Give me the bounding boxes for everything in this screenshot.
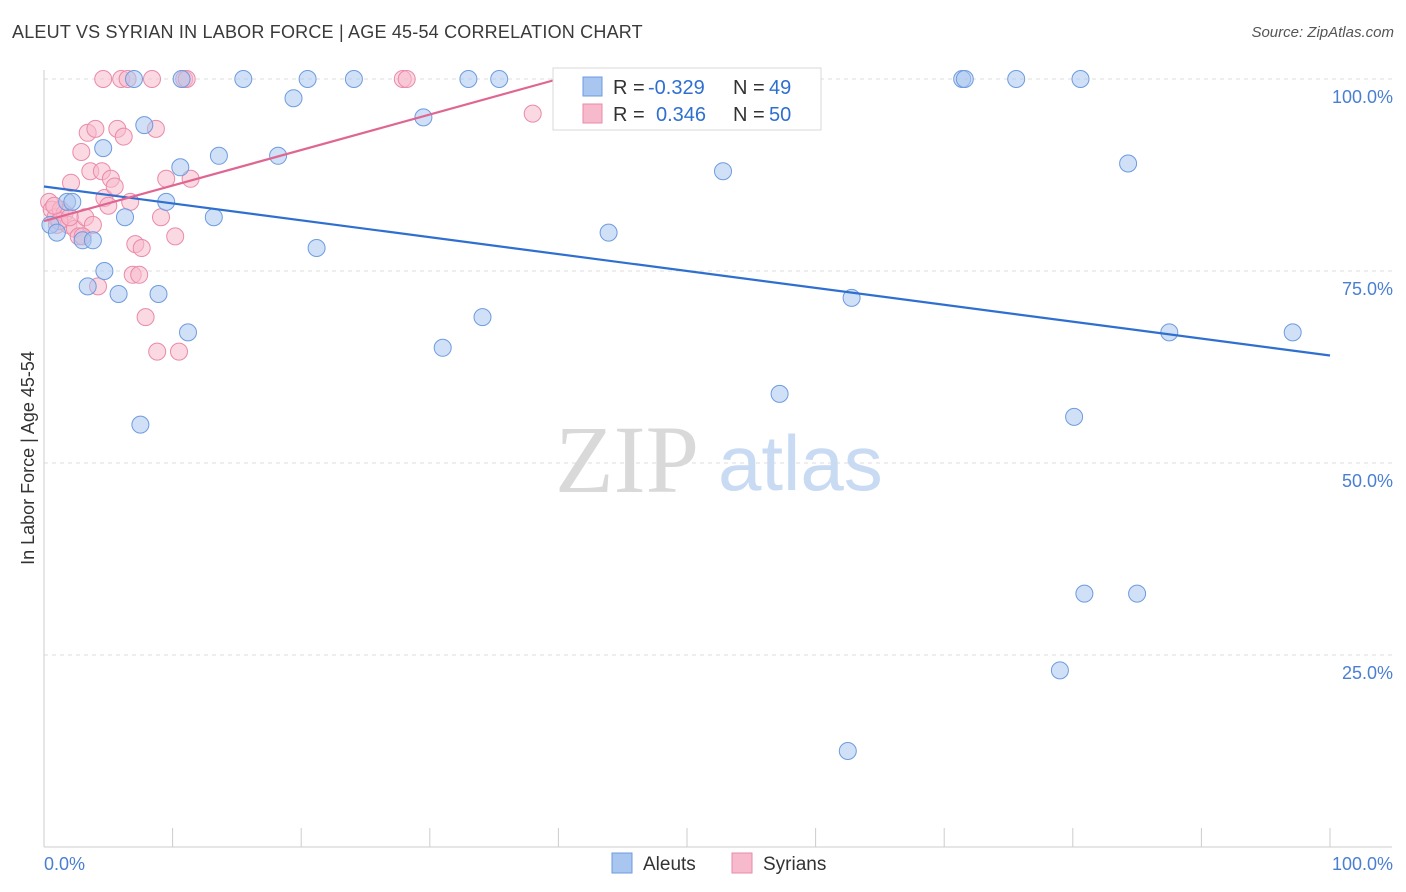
point-aleuts-13 <box>135 116 154 135</box>
point-aleuts-47 <box>1283 323 1302 342</box>
point-syrians-32 <box>136 308 155 327</box>
point-aleuts-34 <box>770 384 789 403</box>
y-tick-label-50: 50.0% <box>1342 471 1393 491</box>
point-syrians-19 <box>94 70 113 88</box>
legend-r-value-syrians: 0.346 <box>656 104 706 126</box>
x-tick-marks <box>172 828 1331 847</box>
point-aleuts-21 <box>234 70 253 88</box>
point-aleuts-3 <box>63 192 82 211</box>
legend-n-value-aleuts: 49 <box>769 77 791 99</box>
point-syrians-33 <box>143 70 161 88</box>
point-aleuts-28 <box>433 338 452 357</box>
point-aleuts-8 <box>78 277 97 296</box>
point-syrians-39 <box>170 342 188 361</box>
legend-swatch-syrians <box>582 103 603 124</box>
point-aleuts-35 <box>838 742 857 760</box>
correlation-legend: R = -0.329 N = 49 R = 0.346 N = 50 <box>552 67 822 131</box>
point-syrians-25 <box>114 127 133 146</box>
gridlines <box>44 78 1392 656</box>
point-aleuts-32 <box>714 162 732 181</box>
x-tick-label-max: 100.0% <box>1332 854 1393 874</box>
trend-line-aleuts <box>43 185 1331 357</box>
legend-n-label-aleuts: N = <box>733 77 765 99</box>
point-aleuts-40 <box>1050 661 1069 680</box>
point-aleuts-30 <box>490 70 509 88</box>
point-syrians-10 <box>72 143 91 161</box>
series-legend: Aleuts Syrians <box>611 852 826 875</box>
point-aleuts-16 <box>171 158 190 177</box>
trend-lines <box>43 77 1331 357</box>
point-aleuts-29 <box>473 308 492 327</box>
legend-n-value-syrians: 50 <box>769 104 791 126</box>
point-aleuts-18 <box>179 323 197 342</box>
point-syrians-35 <box>148 342 167 361</box>
point-syrians-30 <box>130 265 149 284</box>
y-tick-label-100: 100.0% <box>1332 87 1393 107</box>
point-aleuts-17 <box>172 70 191 88</box>
point-aleuts-5 <box>83 231 102 250</box>
y-tick-label-75: 75.0% <box>1342 279 1393 299</box>
y-tick-label-25: 25.0% <box>1342 663 1393 683</box>
x-tick-label-min: 0.0% <box>44 854 85 874</box>
trend-line-syrians <box>43 77 559 223</box>
point-aleuts-46 <box>1160 323 1179 342</box>
point-aleuts-41 <box>1065 407 1084 426</box>
point-aleuts-24 <box>298 70 317 88</box>
point-aleuts-44 <box>1119 154 1138 173</box>
point-aleuts-7 <box>95 262 114 280</box>
legend-r-label-aleuts: R = <box>613 77 645 99</box>
series-legend-swatch-aleuts[interactable] <box>611 852 633 874</box>
point-aleuts-26 <box>344 70 363 88</box>
scatter-points <box>40 70 1302 760</box>
point-aleuts-11 <box>125 70 143 88</box>
point-syrians-38 <box>166 227 185 246</box>
point-aleuts-14 <box>149 285 168 303</box>
point-aleuts-38 <box>955 70 974 88</box>
point-aleuts-31 <box>599 223 618 242</box>
point-syrians-44 <box>397 70 416 88</box>
point-aleuts-6 <box>94 139 113 158</box>
chart-title: ALEUT VS SYRIAN IN LABOR FORCE | AGE 45-… <box>12 22 643 42</box>
point-aleuts-25 <box>307 239 326 257</box>
legend-r-value-aleuts: -0.329 <box>648 77 705 99</box>
point-syrians-22 <box>105 177 124 196</box>
point-syrians-7 <box>62 173 80 192</box>
watermark-atlas: atlas <box>718 419 883 507</box>
point-aleuts-45 <box>1128 584 1147 603</box>
point-aleuts-43 <box>1075 584 1094 603</box>
y-axis-label: In Labor Force | Age 45-54 <box>18 351 38 565</box>
source-label: Source: ZipAtlas.com <box>1251 24 1394 41</box>
series-legend-label-syrians[interactable]: Syrians <box>763 854 826 875</box>
point-aleuts-12 <box>131 415 150 434</box>
y-tick-labels: 25.0% 50.0% 75.0% 100.0% <box>1332 87 1393 683</box>
point-aleuts-20 <box>209 146 228 165</box>
point-syrians-36 <box>152 208 170 227</box>
watermark-zip: ZIP <box>555 406 699 513</box>
point-aleuts-42 <box>1071 70 1090 88</box>
legend-swatch-aleuts <box>582 76 603 97</box>
series-legend-swatch-syrians[interactable] <box>731 852 753 874</box>
point-syrians-31 <box>132 239 151 257</box>
point-aleuts-23 <box>284 89 303 108</box>
point-syrians-45 <box>523 104 542 123</box>
point-aleuts-48 <box>459 70 478 88</box>
point-aleuts-1 <box>47 223 66 242</box>
point-aleuts-39 <box>1007 70 1026 88</box>
point-aleuts-19 <box>204 208 223 227</box>
series-legend-label-aleuts[interactable]: Aleuts <box>643 854 696 875</box>
legend-n-label-syrians: N = <box>733 104 765 126</box>
point-syrians-15 <box>86 119 105 138</box>
point-aleuts-9 <box>109 285 128 303</box>
legend-r-label-syrians: R = <box>613 104 645 126</box>
point-aleuts-10 <box>116 208 134 227</box>
